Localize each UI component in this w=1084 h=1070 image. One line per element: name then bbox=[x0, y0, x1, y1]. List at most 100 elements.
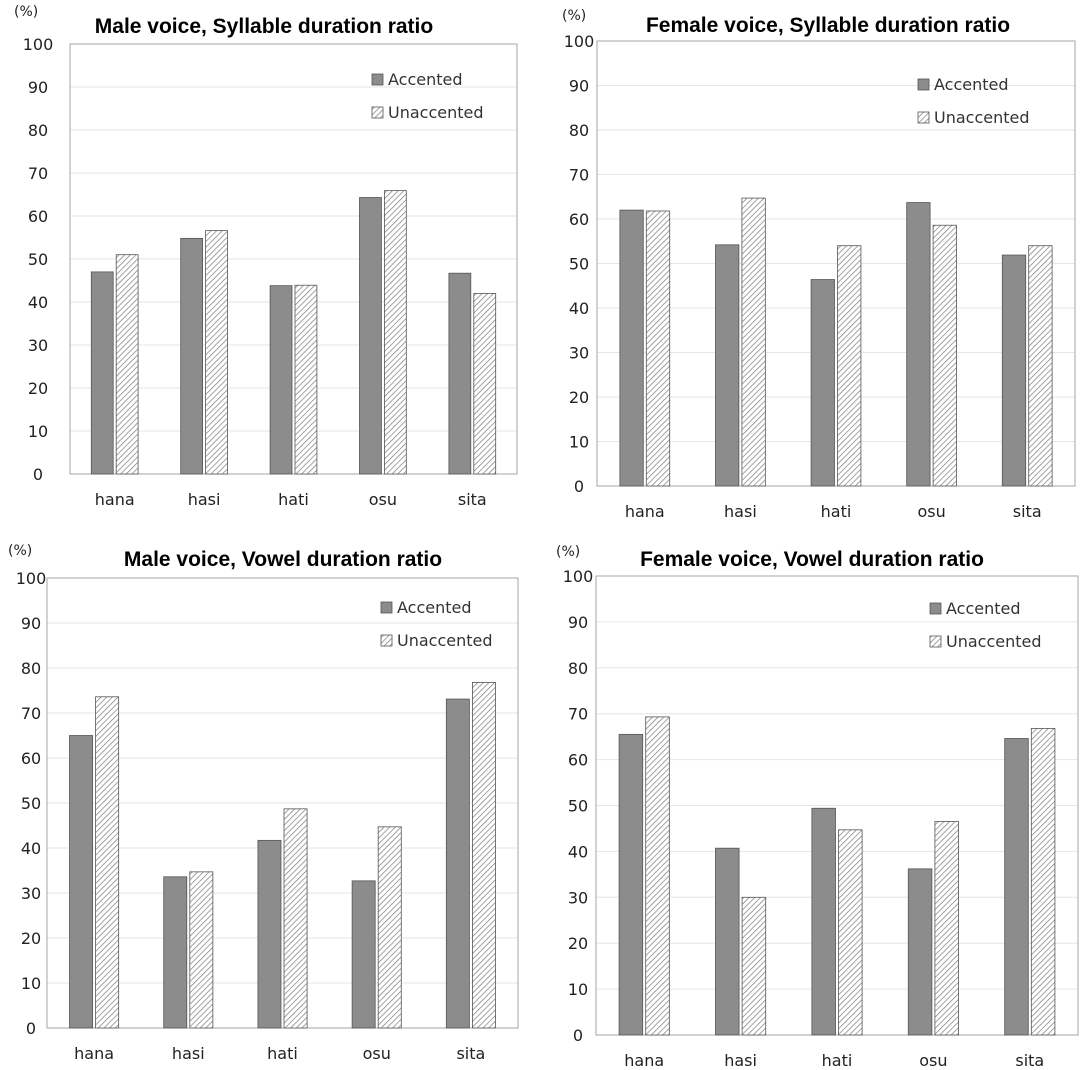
x-category-label: hasi bbox=[172, 1044, 205, 1063]
y-unit-label: (%) bbox=[8, 543, 32, 559]
y-tick-label: 100 bbox=[563, 567, 594, 586]
legend-label: Unaccented bbox=[934, 108, 1030, 127]
bar-unaccented bbox=[645, 716, 670, 1036]
bar-accented bbox=[811, 807, 836, 1036]
bar-unaccented bbox=[471, 682, 496, 1029]
bar-accented bbox=[351, 880, 376, 1029]
y-tick-label: 40 bbox=[21, 839, 41, 858]
chart-panel-2: 0 10 20 30 40 50 60 70 80 90 100 (%) Female voice, S… bbox=[562, 8, 1076, 521]
y-tick-label: 70 bbox=[21, 704, 41, 723]
x-category-label: sita bbox=[1015, 1051, 1044, 1070]
bar-unaccented bbox=[205, 230, 228, 475]
legend-swatch-unaccented bbox=[929, 635, 942, 648]
y-tick-label: 20 bbox=[569, 388, 589, 407]
legend-swatch-unaccented bbox=[371, 106, 384, 119]
chart-title: Female voice, Vowel duration ratio bbox=[640, 548, 984, 571]
bar-accented bbox=[907, 868, 933, 1036]
y-tick-label: 60 bbox=[28, 207, 48, 226]
y-tick-label: 80 bbox=[569, 121, 589, 140]
legend-label: Unaccented bbox=[397, 631, 493, 650]
bar-unaccented bbox=[377, 826, 402, 1029]
y-tick-label: 50 bbox=[568, 797, 588, 816]
x-category-label: hati bbox=[267, 1044, 298, 1063]
legend-label: Accented bbox=[934, 75, 1009, 94]
bar-accented bbox=[810, 279, 835, 487]
legend-label: Unaccented bbox=[388, 103, 484, 122]
y-tick-label: 70 bbox=[568, 705, 588, 724]
bar-accented bbox=[715, 244, 740, 487]
bar-unaccented bbox=[1028, 245, 1053, 487]
bar-accented bbox=[618, 733, 644, 1036]
bar-unaccented bbox=[95, 696, 120, 1029]
plot-frame bbox=[596, 40, 1076, 487]
x-category-label: osu bbox=[919, 1051, 947, 1070]
chart-panel-1: 0 10 20 30 40 50 60 70 80 90 100 (%) Male voice, Syl… bbox=[14, 4, 518, 509]
x-category-label: osu bbox=[917, 502, 945, 521]
x-category-label: sita bbox=[458, 490, 487, 509]
bar-unaccented bbox=[837, 245, 862, 487]
x-category-label: hana bbox=[624, 1051, 664, 1070]
x-category-label: hasi bbox=[724, 502, 757, 521]
y-tick-label: 0 bbox=[26, 1019, 36, 1038]
bar-unaccented bbox=[115, 254, 139, 475]
y-tick-label: 40 bbox=[28, 293, 48, 312]
chart-title: Male voice, Vowel duration ratio bbox=[124, 548, 442, 571]
bar-accented bbox=[163, 876, 188, 1029]
chart-title: Male voice, Syllable duration ratio bbox=[95, 15, 433, 38]
plot-frame bbox=[69, 43, 518, 475]
bar-accented bbox=[359, 197, 382, 475]
legend: Accented Unaccented bbox=[371, 70, 484, 122]
bar-accented bbox=[906, 202, 931, 487]
y-unit-label: (%) bbox=[14, 4, 38, 20]
bar-accented bbox=[257, 839, 282, 1029]
bar-accented bbox=[715, 847, 740, 1036]
x-category-label: hati bbox=[821, 502, 852, 521]
bar-accented bbox=[619, 209, 644, 487]
y-tick-label: 10 bbox=[569, 433, 589, 452]
bar-unaccented bbox=[934, 821, 959, 1036]
y-tick-label: 80 bbox=[21, 659, 41, 678]
bar-unaccented bbox=[383, 190, 407, 475]
bar-unaccented bbox=[189, 871, 214, 1029]
bar-accented bbox=[180, 237, 204, 475]
y-tick-label: 70 bbox=[28, 164, 48, 183]
legend-label: Accented bbox=[397, 598, 472, 617]
x-category-label: hasi bbox=[188, 490, 221, 509]
x-category-label: hana bbox=[74, 1044, 114, 1063]
bar-unaccented bbox=[741, 896, 767, 1036]
y-tick-label: 100 bbox=[564, 32, 595, 51]
x-category-label: hana bbox=[625, 502, 665, 521]
y-unit-label: (%) bbox=[562, 8, 586, 24]
legend-swatch-accented bbox=[929, 602, 942, 615]
x-category-label: hati bbox=[822, 1051, 853, 1070]
y-tick-label: 0 bbox=[33, 465, 43, 484]
x-category-label: sita bbox=[1013, 502, 1042, 521]
bar-unaccented bbox=[645, 210, 671, 487]
y-tick-label: 10 bbox=[568, 980, 588, 999]
y-tick-label: 80 bbox=[28, 121, 48, 140]
chart-panel-3: 0 10 20 30 40 50 60 70 80 90 100 (%) Male voice, Vow… bbox=[8, 543, 519, 1063]
x-category-label: osu bbox=[363, 1044, 391, 1063]
y-tick-label: 100 bbox=[16, 569, 47, 588]
bar-unaccented bbox=[838, 829, 863, 1036]
y-tick-label: 90 bbox=[568, 613, 588, 632]
legend-swatch-accented bbox=[917, 78, 930, 91]
legend: Accented Unaccented bbox=[380, 598, 493, 650]
plot-frame bbox=[46, 577, 519, 1029]
bar-unaccented bbox=[1030, 727, 1056, 1036]
bar-unaccented bbox=[473, 292, 497, 475]
y-tick-label: 50 bbox=[28, 250, 48, 269]
y-tick-label: 90 bbox=[569, 77, 589, 96]
bar-accented bbox=[1001, 254, 1027, 487]
x-category-label: sita bbox=[456, 1044, 485, 1063]
y-tick-label: 0 bbox=[574, 477, 584, 496]
y-tick-label: 30 bbox=[568, 888, 588, 907]
y-tick-label: 70 bbox=[569, 166, 589, 185]
y-tick-label: 20 bbox=[28, 379, 48, 398]
y-tick-label: 100 bbox=[23, 35, 54, 54]
legend: Accented Unaccented bbox=[917, 75, 1030, 127]
y-tick-label: 90 bbox=[28, 78, 48, 97]
legend: Accented Unaccented bbox=[929, 599, 1042, 651]
y-tick-label: 80 bbox=[568, 659, 588, 678]
